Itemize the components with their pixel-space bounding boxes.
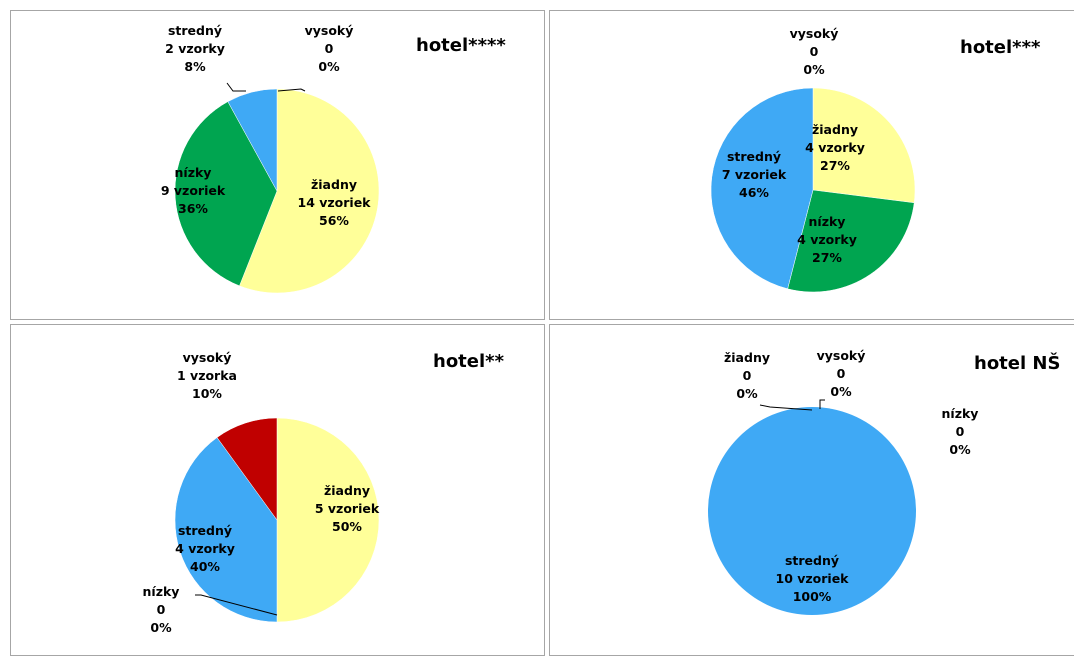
data-label-count-vysoky: 0 bbox=[810, 44, 819, 59]
data-label-percent-nizky: 0% bbox=[150, 620, 172, 635]
pie-slice-ziadny bbox=[276, 417, 380, 623]
chart-title: hotel** bbox=[433, 351, 505, 372]
data-label-name-vysoky: vysoký bbox=[183, 350, 232, 365]
data-label-count-stredny: 7 vzoriek bbox=[722, 167, 787, 182]
pie-chart: hotel*** žiadny 4 vzorky 27% nízky 4 vzorky 27… bbox=[710, 26, 1041, 293]
data-label-percent-ziadny: 27% bbox=[820, 158, 850, 173]
leader-line bbox=[819, 399, 825, 409]
data-label-name-vysoky: vysoký bbox=[305, 23, 354, 38]
data-label-count-stredny: 10 vzoriek bbox=[776, 571, 850, 586]
data-label-count-ziadny: 14 vzoriek bbox=[298, 195, 372, 210]
data-label-count-nizky: 0 bbox=[956, 424, 965, 439]
data-label-percent-nizky: 0% bbox=[949, 442, 971, 457]
data-label-count-nizky: 9 vzoriek bbox=[161, 183, 226, 198]
data-label-count-vysoky: 1 vzorka bbox=[177, 368, 237, 383]
data-label-count-nizky: 4 vzorky bbox=[797, 232, 857, 247]
chart-title: hotel*** bbox=[960, 37, 1041, 58]
pie-slice-nizky bbox=[787, 189, 915, 293]
data-label-percent-nizky: 36% bbox=[178, 201, 208, 216]
data-label-name-ziadny: žiadny bbox=[311, 177, 357, 192]
data-label-percent-vysoky: 0% bbox=[803, 62, 825, 77]
pie-chart: hotel** žiadny 5 vzoriek 50% nízky 0 0% stredný… bbox=[143, 350, 505, 635]
data-label-name-stredny: stredný bbox=[178, 523, 232, 538]
data-label-name-nizky: nízky bbox=[942, 406, 979, 421]
data-label-count-stredny: 2 vzorky bbox=[165, 41, 225, 56]
data-label-name-ziadny: žiadny bbox=[324, 483, 370, 498]
chart-title: hotel NŠ bbox=[974, 352, 1060, 374]
data-label-percent-vysoky: 10% bbox=[192, 386, 222, 401]
chart-panel-hotel3: hotel*** žiadny 4 vzorky 27% nízky 4 vzorky 27… bbox=[549, 10, 1074, 320]
data-label-count-vysoky: 0 bbox=[325, 41, 334, 56]
data-label-percent-stredny: 46% bbox=[739, 185, 769, 200]
data-label-name-vysoky: vysoký bbox=[790, 26, 839, 41]
data-label-name-vysoky: vysoký bbox=[817, 348, 866, 363]
data-label-percent-stredny: 40% bbox=[190, 559, 220, 574]
pie-slice-nizky bbox=[174, 101, 278, 287]
data-label-name-stredny: stredný bbox=[168, 23, 222, 38]
data-label-percent-vysoky: 0% bbox=[318, 59, 340, 74]
chart-panel-hotel4: hotel**** žiadny 14 vzoriek 56% nízky 9 vzori… bbox=[10, 10, 545, 320]
data-label-name-nizky: nízky bbox=[809, 214, 846, 229]
data-label-name-ziadny: žiadny bbox=[724, 350, 770, 365]
data-label-percent-vysoky: 0% bbox=[830, 384, 852, 399]
data-label-name-stredny: stredný bbox=[785, 553, 839, 568]
data-label-count-ziadny: 5 vzoriek bbox=[315, 501, 380, 516]
data-label-percent-nizky: 27% bbox=[812, 250, 842, 265]
pie-slice-stredny bbox=[710, 87, 814, 290]
leader-line bbox=[226, 82, 246, 92]
chart-title: hotel**** bbox=[416, 35, 506, 56]
chart-panel-hotel2: hotel** žiadny 5 vzoriek 50% nízky 0 0% stredný… bbox=[10, 324, 545, 656]
data-label-percent-stredny: 8% bbox=[184, 59, 206, 74]
pie-chart: hotel NŠ žiadny 0 0% nízky 0 0% stredný 10 vzori… bbox=[708, 348, 1060, 615]
data-label-count-ziadny: 0 bbox=[743, 368, 752, 383]
pie-slice-stredny bbox=[227, 88, 278, 192]
data-label-percent-stredny: 100% bbox=[793, 589, 832, 604]
pie-slice-ziadny bbox=[239, 88, 380, 294]
data-label-name-nizky: nízky bbox=[175, 165, 212, 180]
pie-slice-vysoky bbox=[216, 417, 278, 521]
pie-chart: hotel**** žiadny 14 vzoriek 56% nízky 9 vzori… bbox=[161, 23, 506, 294]
data-label-count-stredny: 4 vzorky bbox=[175, 541, 235, 556]
pie-slice-ziadny bbox=[812, 87, 916, 204]
chart-panel-hotel-ns: hotel NŠ žiadny 0 0% nízky 0 0% stredný 10 vzori… bbox=[549, 324, 1074, 656]
data-label-count-vysoky: 0 bbox=[837, 366, 846, 381]
data-label-count-ziadny: 4 vzorky bbox=[805, 140, 865, 155]
data-label-name-ziadny: žiadny bbox=[812, 122, 858, 137]
leader-line bbox=[195, 594, 278, 616]
leader-line bbox=[277, 88, 306, 92]
data-label-percent-ziadny: 50% bbox=[332, 519, 362, 534]
data-label-name-nizky: nízky bbox=[143, 584, 180, 599]
pie-slice-stredny bbox=[174, 437, 278, 623]
data-label-percent-ziadny: 56% bbox=[319, 213, 349, 228]
leader-line bbox=[759, 404, 813, 411]
data-label-count-nizky: 0 bbox=[157, 602, 166, 617]
data-label-name-stredny: stredný bbox=[727, 149, 781, 164]
pie-slice-stredny bbox=[708, 407, 916, 615]
data-label-percent-ziadny: 0% bbox=[736, 386, 758, 401]
